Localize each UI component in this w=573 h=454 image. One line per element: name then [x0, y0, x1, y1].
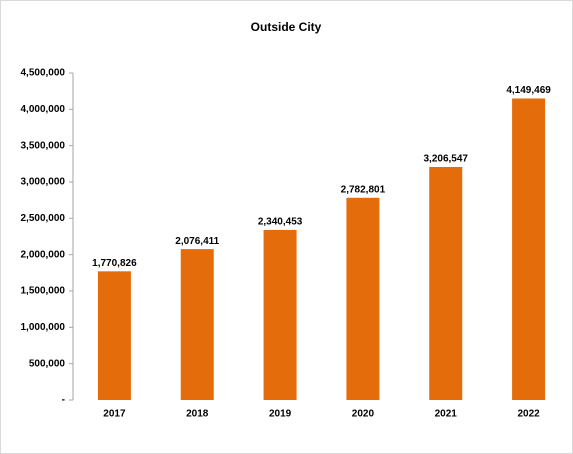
y-tick-label: 4,500,000 [21, 68, 66, 79]
y-tick-label: 2,000,000 [21, 249, 66, 260]
x-tick-label: 2017 [103, 409, 126, 420]
x-tick-label: 2021 [435, 409, 458, 420]
y-tick-label: 4,000,000 [21, 104, 66, 115]
y-tick-label: 3,500,000 [21, 140, 66, 151]
y-tick-label: 1,000,000 [21, 322, 66, 333]
y-tick-label: 500,000 [29, 358, 66, 369]
value-label: 4,149,469 [506, 85, 551, 96]
bar [512, 98, 546, 400]
value-label: 2,076,411 [175, 236, 219, 247]
bar [180, 249, 214, 400]
y-tick-label: 3,000,000 [21, 177, 66, 188]
y-tick-label: 2,500,000 [21, 213, 66, 224]
y-tick-label: 1,500,000 [21, 286, 66, 297]
x-tick-label: 2022 [517, 409, 540, 420]
y-tick-label: - [62, 395, 65, 406]
value-label: 3,206,547 [424, 154, 469, 165]
x-tick-label: 2020 [352, 409, 375, 420]
chart-title: Outside City [251, 20, 322, 34]
value-label: 1,770,826 [92, 258, 137, 269]
bar [97, 271, 131, 400]
x-tick-label: 2018 [186, 409, 209, 420]
value-label: 2,782,801 [341, 184, 386, 195]
x-tick-label: 2019 [269, 409, 292, 420]
bar [429, 166, 463, 400]
bar [346, 197, 380, 400]
bar [263, 229, 297, 400]
value-label: 2,340,453 [258, 217, 303, 228]
